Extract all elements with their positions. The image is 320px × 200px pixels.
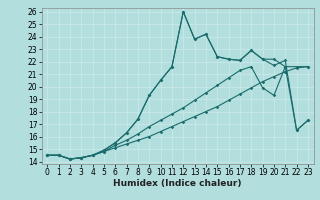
X-axis label: Humidex (Indice chaleur): Humidex (Indice chaleur) <box>113 179 242 188</box>
